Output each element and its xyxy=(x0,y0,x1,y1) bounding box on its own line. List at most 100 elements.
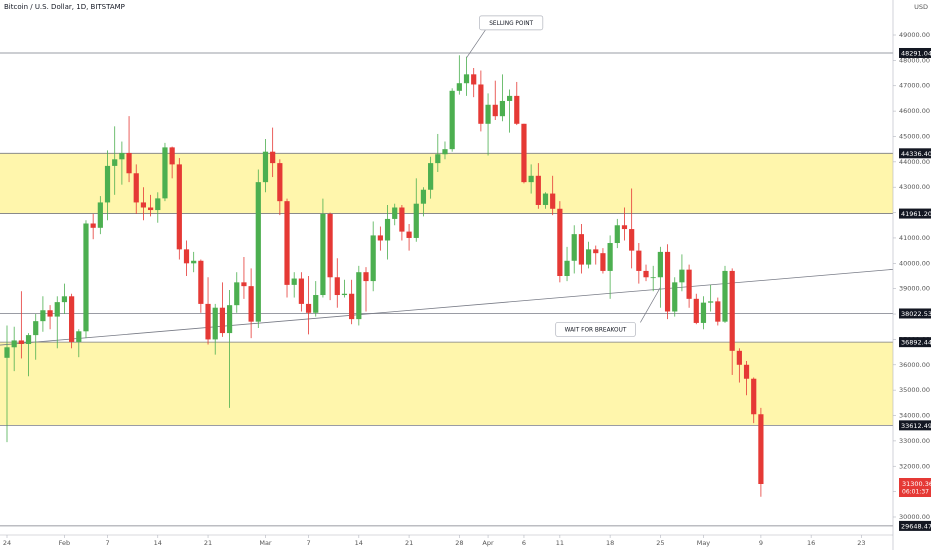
candle-body xyxy=(234,282,240,306)
level-badge xyxy=(899,520,931,531)
candle-body xyxy=(241,282,247,287)
level-badge xyxy=(899,337,931,348)
candle-body xyxy=(557,208,563,276)
y-tick-label: 41000.00 xyxy=(899,234,930,242)
x-tick-label: 16 xyxy=(807,539,815,547)
candle-body xyxy=(535,175,541,205)
x-tick-label: 6 xyxy=(522,539,526,547)
candle-body xyxy=(4,347,10,358)
candle-body xyxy=(693,298,699,323)
candle-body xyxy=(327,213,333,278)
candle-body xyxy=(313,295,319,313)
x-tick-label: May xyxy=(697,539,711,547)
y-tick-label: 49000.00 xyxy=(899,31,930,39)
level-label: 44336.40 xyxy=(901,150,932,158)
candle-body xyxy=(33,321,39,336)
candle-body xyxy=(262,151,269,183)
x-tick-label: 11 xyxy=(556,539,564,547)
candle-body xyxy=(291,278,297,285)
candle-body xyxy=(550,193,556,209)
candle-body xyxy=(162,147,168,199)
candle-body xyxy=(40,310,46,322)
candle-body xyxy=(392,207,398,219)
candle-body xyxy=(507,95,513,101)
candle-body xyxy=(341,293,348,296)
candle-body xyxy=(672,282,678,312)
level-label: 36892.44 xyxy=(901,339,932,347)
candle-body xyxy=(248,286,254,322)
candle-body xyxy=(478,84,484,124)
candle-body xyxy=(492,104,498,117)
x-tick-label: 23 xyxy=(857,539,865,547)
candle-body xyxy=(758,414,764,485)
candle-body xyxy=(370,235,376,282)
candle-body xyxy=(25,335,32,344)
candle-body xyxy=(377,235,383,241)
candle-body xyxy=(578,234,584,265)
y-tick-label: 45000.00 xyxy=(899,132,930,140)
candle-body xyxy=(226,305,233,334)
level-label: 38022.53 xyxy=(901,310,932,318)
zone xyxy=(0,153,893,214)
y-tick-label: 43000.00 xyxy=(899,183,930,191)
candle-body xyxy=(104,165,111,203)
annotation-box xyxy=(555,322,636,337)
candle-body xyxy=(255,182,261,322)
last-price-badge xyxy=(899,478,931,498)
annotation-box xyxy=(479,15,544,31)
x-tick-label: Mar xyxy=(259,539,272,547)
candle-body xyxy=(169,147,175,165)
level-label: 29648.47 xyxy=(901,522,932,530)
candle-body xyxy=(736,350,742,365)
y-tick-label: 47000.00 xyxy=(899,82,930,90)
candle-body xyxy=(751,378,757,415)
candle-body xyxy=(650,277,656,279)
y-tick-label: 40000.00 xyxy=(899,259,930,267)
x-tick-label: 25 xyxy=(656,539,664,547)
candle-body xyxy=(679,269,685,283)
x-tick-label: 9 xyxy=(759,539,763,547)
candle-body xyxy=(90,223,96,228)
x-tick-label: 7 xyxy=(306,539,310,547)
currency: USD xyxy=(914,3,928,11)
candle-body xyxy=(191,260,197,264)
candle-body xyxy=(219,307,225,334)
y-tick-label: 48000.00 xyxy=(899,56,930,64)
x-tick-label: 21 xyxy=(405,539,413,547)
price-axis xyxy=(893,0,932,550)
candle-body xyxy=(571,234,577,261)
level-badge xyxy=(899,208,931,219)
y-tick-label: 33000.00 xyxy=(899,437,930,445)
x-tick-label: 14 xyxy=(355,539,363,547)
candle-body xyxy=(183,249,190,264)
candle-body xyxy=(657,251,663,278)
candle-body xyxy=(76,331,82,342)
candle-body xyxy=(700,302,707,323)
candle-body xyxy=(69,296,75,342)
last-price-label: 31300.36 xyxy=(902,480,932,488)
candle-body xyxy=(722,270,728,322)
candle-body xyxy=(349,293,355,320)
y-tick-label: 36000.00 xyxy=(899,361,930,369)
candle-body xyxy=(614,225,620,244)
candle-body xyxy=(442,149,448,155)
candle-body xyxy=(585,249,592,265)
level-badge xyxy=(899,308,931,319)
level-badge xyxy=(899,148,931,159)
candle-body xyxy=(112,159,118,166)
candle-body xyxy=(298,278,304,304)
candle-body xyxy=(406,231,412,238)
candle-body xyxy=(399,207,405,232)
zone xyxy=(0,342,893,426)
level-badge xyxy=(899,47,931,58)
candle-body xyxy=(600,253,606,271)
candle-body xyxy=(729,270,735,351)
candle-body xyxy=(521,123,527,183)
candle-body xyxy=(61,296,68,303)
candle-body xyxy=(435,154,441,164)
candle-body xyxy=(708,301,714,303)
candle-body xyxy=(305,303,312,313)
x-tick-label: Feb xyxy=(59,539,71,547)
